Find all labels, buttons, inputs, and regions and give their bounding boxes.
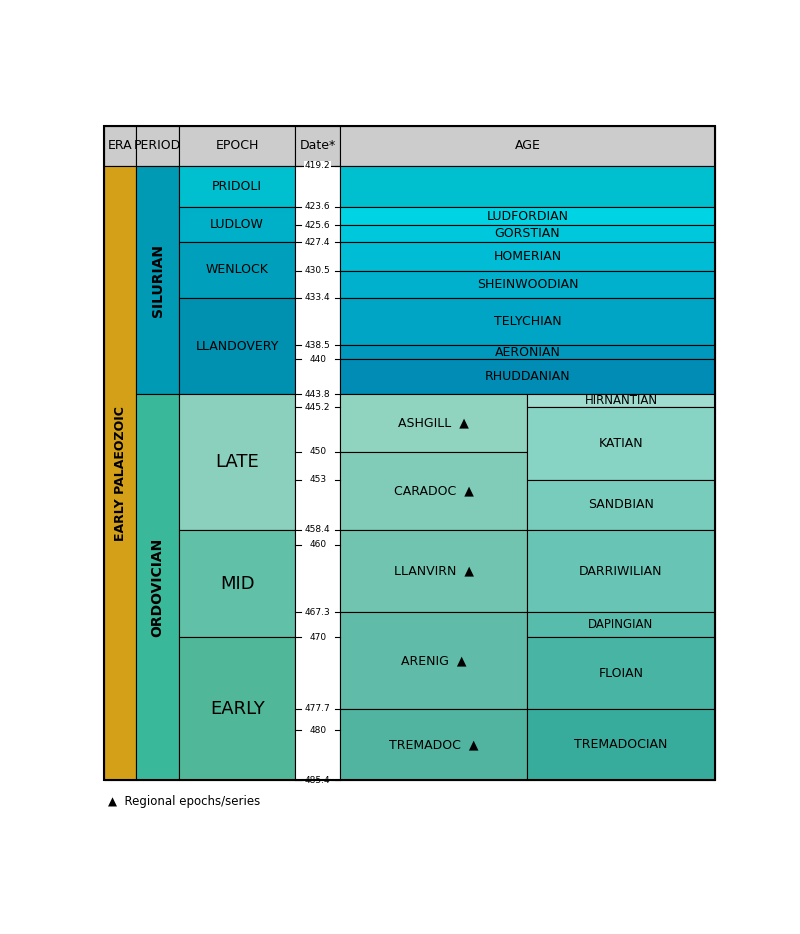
- Text: 467.3: 467.3: [305, 608, 330, 617]
- Text: 438.5: 438.5: [305, 341, 330, 349]
- Text: DAPINGIAN: DAPINGIAN: [588, 618, 654, 631]
- Text: ARENIG  ▲: ARENIG ▲: [401, 654, 466, 667]
- Text: 453: 453: [310, 475, 326, 484]
- Text: HIRNANTIAN: HIRNANTIAN: [585, 394, 658, 407]
- Text: 458.4: 458.4: [305, 525, 330, 534]
- Text: 425.6: 425.6: [305, 220, 330, 230]
- Text: 419.2: 419.2: [305, 162, 330, 171]
- FancyBboxPatch shape: [179, 206, 295, 242]
- Text: SHEINWOODIAN: SHEINWOODIAN: [477, 277, 578, 290]
- Text: 485.4: 485.4: [305, 776, 330, 785]
- FancyBboxPatch shape: [527, 638, 714, 709]
- FancyBboxPatch shape: [340, 242, 714, 271]
- Text: 423.6: 423.6: [305, 203, 330, 211]
- Text: LLANDOVERY: LLANDOVERY: [195, 340, 279, 352]
- Text: WENLOCK: WENLOCK: [206, 263, 269, 276]
- Text: TREMADOCIAN: TREMADOCIAN: [574, 738, 668, 751]
- Text: ▲  Regional epochs/series: ▲ Regional epochs/series: [108, 795, 260, 808]
- FancyBboxPatch shape: [179, 394, 295, 530]
- Text: EARLY PALAEOZOIC: EARLY PALAEOZOIC: [114, 405, 126, 541]
- FancyBboxPatch shape: [527, 709, 714, 781]
- FancyBboxPatch shape: [179, 242, 295, 298]
- FancyBboxPatch shape: [295, 166, 340, 781]
- Text: LATE: LATE: [215, 453, 259, 471]
- FancyBboxPatch shape: [179, 298, 295, 394]
- Text: HOMERIAN: HOMERIAN: [494, 250, 562, 263]
- Text: FLOIAN: FLOIAN: [598, 667, 643, 680]
- Text: LUDLOW: LUDLOW: [210, 218, 264, 231]
- FancyBboxPatch shape: [104, 166, 137, 781]
- Text: KATIAN: KATIAN: [598, 437, 643, 450]
- FancyBboxPatch shape: [340, 166, 714, 206]
- Text: TELYCHIAN: TELYCHIAN: [494, 315, 562, 328]
- FancyBboxPatch shape: [340, 359, 714, 394]
- Text: 433.4: 433.4: [305, 293, 330, 303]
- FancyBboxPatch shape: [340, 452, 527, 530]
- Text: MID: MID: [220, 574, 254, 593]
- Text: EARLY: EARLY: [210, 700, 265, 718]
- FancyBboxPatch shape: [340, 530, 527, 613]
- Text: 480: 480: [310, 726, 326, 735]
- FancyBboxPatch shape: [527, 613, 714, 638]
- FancyBboxPatch shape: [340, 346, 714, 359]
- Text: 443.8: 443.8: [305, 389, 330, 399]
- FancyBboxPatch shape: [179, 166, 295, 206]
- Text: RHUDDANIAN: RHUDDANIAN: [485, 370, 570, 383]
- FancyBboxPatch shape: [179, 530, 295, 638]
- Text: AERONIAN: AERONIAN: [494, 346, 560, 359]
- FancyBboxPatch shape: [340, 613, 527, 709]
- FancyBboxPatch shape: [104, 126, 137, 166]
- FancyBboxPatch shape: [527, 480, 714, 530]
- Text: 477.7: 477.7: [305, 704, 330, 714]
- Text: CARADOC  ▲: CARADOC ▲: [394, 485, 474, 497]
- FancyBboxPatch shape: [295, 126, 340, 166]
- FancyBboxPatch shape: [340, 206, 714, 225]
- FancyBboxPatch shape: [340, 126, 714, 166]
- Text: LLANVIRN  ▲: LLANVIRN ▲: [394, 565, 474, 577]
- Text: 445.2: 445.2: [305, 403, 330, 412]
- Text: TREMADOC  ▲: TREMADOC ▲: [389, 738, 478, 751]
- Text: 440: 440: [310, 355, 326, 363]
- Text: PRIDOLI: PRIDOLI: [212, 180, 262, 193]
- Text: AGE: AGE: [514, 139, 540, 152]
- FancyBboxPatch shape: [179, 126, 295, 166]
- FancyBboxPatch shape: [340, 298, 714, 346]
- FancyBboxPatch shape: [340, 709, 527, 781]
- FancyBboxPatch shape: [340, 271, 714, 298]
- Text: 430.5: 430.5: [305, 266, 330, 276]
- FancyBboxPatch shape: [340, 225, 714, 242]
- FancyBboxPatch shape: [527, 407, 714, 480]
- FancyBboxPatch shape: [137, 166, 179, 394]
- Text: ORDOVICIAN: ORDOVICIAN: [150, 538, 165, 637]
- FancyBboxPatch shape: [137, 394, 179, 781]
- Text: ERA: ERA: [108, 139, 133, 152]
- Text: SANDBIAN: SANDBIAN: [588, 498, 654, 511]
- Text: SILURIAN: SILURIAN: [150, 244, 165, 317]
- Text: 470: 470: [310, 633, 326, 642]
- FancyBboxPatch shape: [340, 394, 527, 452]
- Text: EPOCH: EPOCH: [215, 139, 259, 152]
- Text: ASHGILL  ▲: ASHGILL ▲: [398, 417, 470, 430]
- FancyBboxPatch shape: [527, 394, 714, 407]
- Text: GORSTIAN: GORSTIAN: [494, 227, 560, 240]
- Text: DARRIWILIAN: DARRIWILIAN: [579, 565, 662, 577]
- Text: 427.4: 427.4: [305, 237, 330, 247]
- FancyBboxPatch shape: [527, 530, 714, 613]
- FancyBboxPatch shape: [137, 126, 179, 166]
- Text: Date*: Date*: [300, 139, 336, 152]
- Text: LUDFORDIAN: LUDFORDIAN: [486, 209, 569, 222]
- FancyBboxPatch shape: [179, 638, 295, 781]
- Text: PERIOD: PERIOD: [134, 139, 182, 152]
- Text: 450: 450: [310, 447, 326, 457]
- Text: 460: 460: [310, 540, 326, 549]
